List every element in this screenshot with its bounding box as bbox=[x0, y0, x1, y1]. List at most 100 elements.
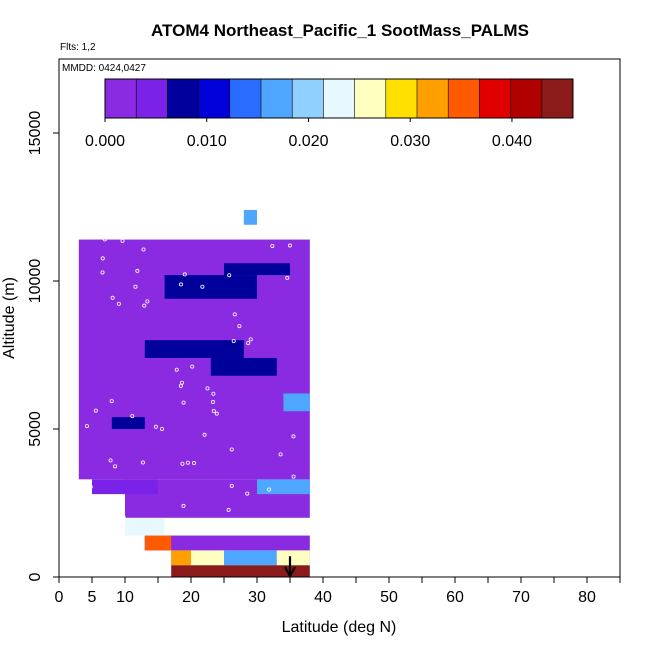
y-tick-label: 15000 bbox=[27, 111, 44, 156]
heatmap-cell bbox=[210, 357, 277, 376]
sample-point bbox=[231, 339, 236, 344]
sample-point bbox=[200, 284, 205, 289]
y-tick-label: 10000 bbox=[27, 259, 44, 304]
colorbar-tick-label: 0.010 bbox=[187, 133, 227, 150]
x-tick-label: 10 bbox=[116, 589, 134, 606]
sample-point bbox=[267, 487, 272, 492]
chart-title: ATOM4 Northeast_Pacific_1 SootMass_PALMS bbox=[151, 21, 529, 40]
sample-point bbox=[141, 247, 146, 252]
dates-label: MMDD: 0424,0427 bbox=[62, 63, 146, 74]
sample-point bbox=[180, 461, 185, 466]
sample-point bbox=[270, 243, 275, 248]
x-axis-label: Latitude (deg N) bbox=[282, 619, 397, 636]
heatmap-cell bbox=[276, 550, 310, 566]
colorbar-swatch bbox=[479, 79, 512, 118]
sample-point bbox=[237, 324, 242, 329]
sample-point bbox=[102, 237, 107, 242]
colorbar-swatch bbox=[292, 79, 324, 118]
heatmap-cell bbox=[171, 565, 310, 577]
sample-point bbox=[232, 312, 237, 317]
colorbar-swatch bbox=[261, 79, 293, 118]
sample-point bbox=[174, 367, 179, 372]
y-tick-label: 0 bbox=[27, 572, 44, 581]
colorbar-swatch bbox=[541, 79, 574, 118]
sample-point bbox=[278, 452, 283, 457]
sample-point bbox=[227, 273, 232, 278]
sample-point bbox=[190, 364, 195, 369]
sample-point bbox=[245, 491, 250, 496]
sample-point bbox=[285, 275, 290, 280]
heatmap-cell bbox=[164, 275, 257, 299]
sample-point bbox=[229, 447, 234, 452]
sample-point bbox=[116, 301, 121, 306]
colorbar-swatch bbox=[198, 79, 231, 118]
sample-point bbox=[109, 399, 114, 404]
colorbar-swatch bbox=[323, 79, 356, 118]
sample-points bbox=[84, 237, 296, 529]
sample-point bbox=[210, 400, 215, 405]
heatmap-cell bbox=[224, 263, 290, 276]
sample-point bbox=[130, 414, 135, 419]
sample-point bbox=[100, 256, 105, 261]
heatmap-cell bbox=[191, 550, 224, 566]
flights-label: Flts: 1,2 bbox=[60, 42, 96, 53]
arrow-head bbox=[284, 566, 296, 579]
sample-point bbox=[291, 434, 296, 439]
sample-point bbox=[101, 524, 106, 529]
sample-point bbox=[229, 483, 234, 488]
colorbar-swatch bbox=[167, 79, 200, 118]
x-tick-label: 5 bbox=[88, 589, 97, 606]
sample-point bbox=[185, 460, 190, 465]
sample-point bbox=[121, 515, 126, 520]
sample-point bbox=[191, 461, 196, 466]
sample-point bbox=[120, 238, 125, 243]
sample-point bbox=[181, 400, 186, 405]
heatmap-cell bbox=[257, 479, 310, 495]
colorbar-tick-label: 0.020 bbox=[288, 133, 328, 150]
colorbar-swatch bbox=[105, 79, 137, 118]
heatmap-cell bbox=[111, 417, 145, 429]
sample-point bbox=[214, 411, 219, 416]
x-tick-label: 50 bbox=[380, 589, 398, 606]
heatmap-cell bbox=[92, 479, 158, 495]
x-tick-label: 70 bbox=[512, 589, 530, 606]
sample-point bbox=[211, 391, 216, 396]
sample-point bbox=[205, 386, 210, 391]
sample-point bbox=[110, 295, 115, 300]
sample-point bbox=[178, 282, 183, 287]
sample-point bbox=[135, 268, 140, 273]
x-tick-label: 60 bbox=[446, 589, 464, 606]
x-tick-label: 40 bbox=[314, 589, 332, 606]
sample-point bbox=[108, 458, 113, 463]
heatmap-cell bbox=[144, 340, 244, 358]
x-tick-label: 30 bbox=[248, 589, 266, 606]
sample-point bbox=[287, 243, 292, 248]
sample-point bbox=[226, 507, 231, 512]
y-tick-label: 5000 bbox=[27, 411, 44, 447]
sample-point bbox=[291, 474, 296, 479]
sample-point bbox=[159, 426, 164, 431]
sample-point bbox=[211, 408, 216, 413]
colorbar-tick-label: 0.030 bbox=[390, 133, 430, 150]
sample-point bbox=[113, 464, 118, 469]
sample-point bbox=[153, 424, 158, 429]
x-tick-label: 80 bbox=[578, 589, 596, 606]
colorbar bbox=[104, 78, 574, 119]
heatmap-cell bbox=[171, 550, 191, 566]
colorbar-swatch bbox=[448, 79, 480, 118]
sample-point bbox=[248, 337, 253, 342]
colorbar-swatch bbox=[136, 79, 168, 118]
sample-point bbox=[202, 432, 207, 437]
sample-point bbox=[182, 272, 187, 277]
sample-point bbox=[204, 523, 209, 528]
sample-point bbox=[181, 503, 186, 508]
arrow-marker bbox=[284, 556, 296, 579]
x-tick-label: 0 bbox=[55, 589, 64, 606]
y-axis-label: Altitude (m) bbox=[1, 277, 18, 359]
colorbar-tick-labels: 0.000 0.010 0.020 0.030 0.040 bbox=[85, 118, 532, 150]
colorbar-swatch bbox=[229, 79, 262, 118]
sample-point bbox=[246, 341, 251, 346]
heatmap-cell bbox=[243, 209, 257, 225]
x-tick-label: 20 bbox=[182, 589, 200, 606]
sample-point bbox=[100, 270, 105, 275]
